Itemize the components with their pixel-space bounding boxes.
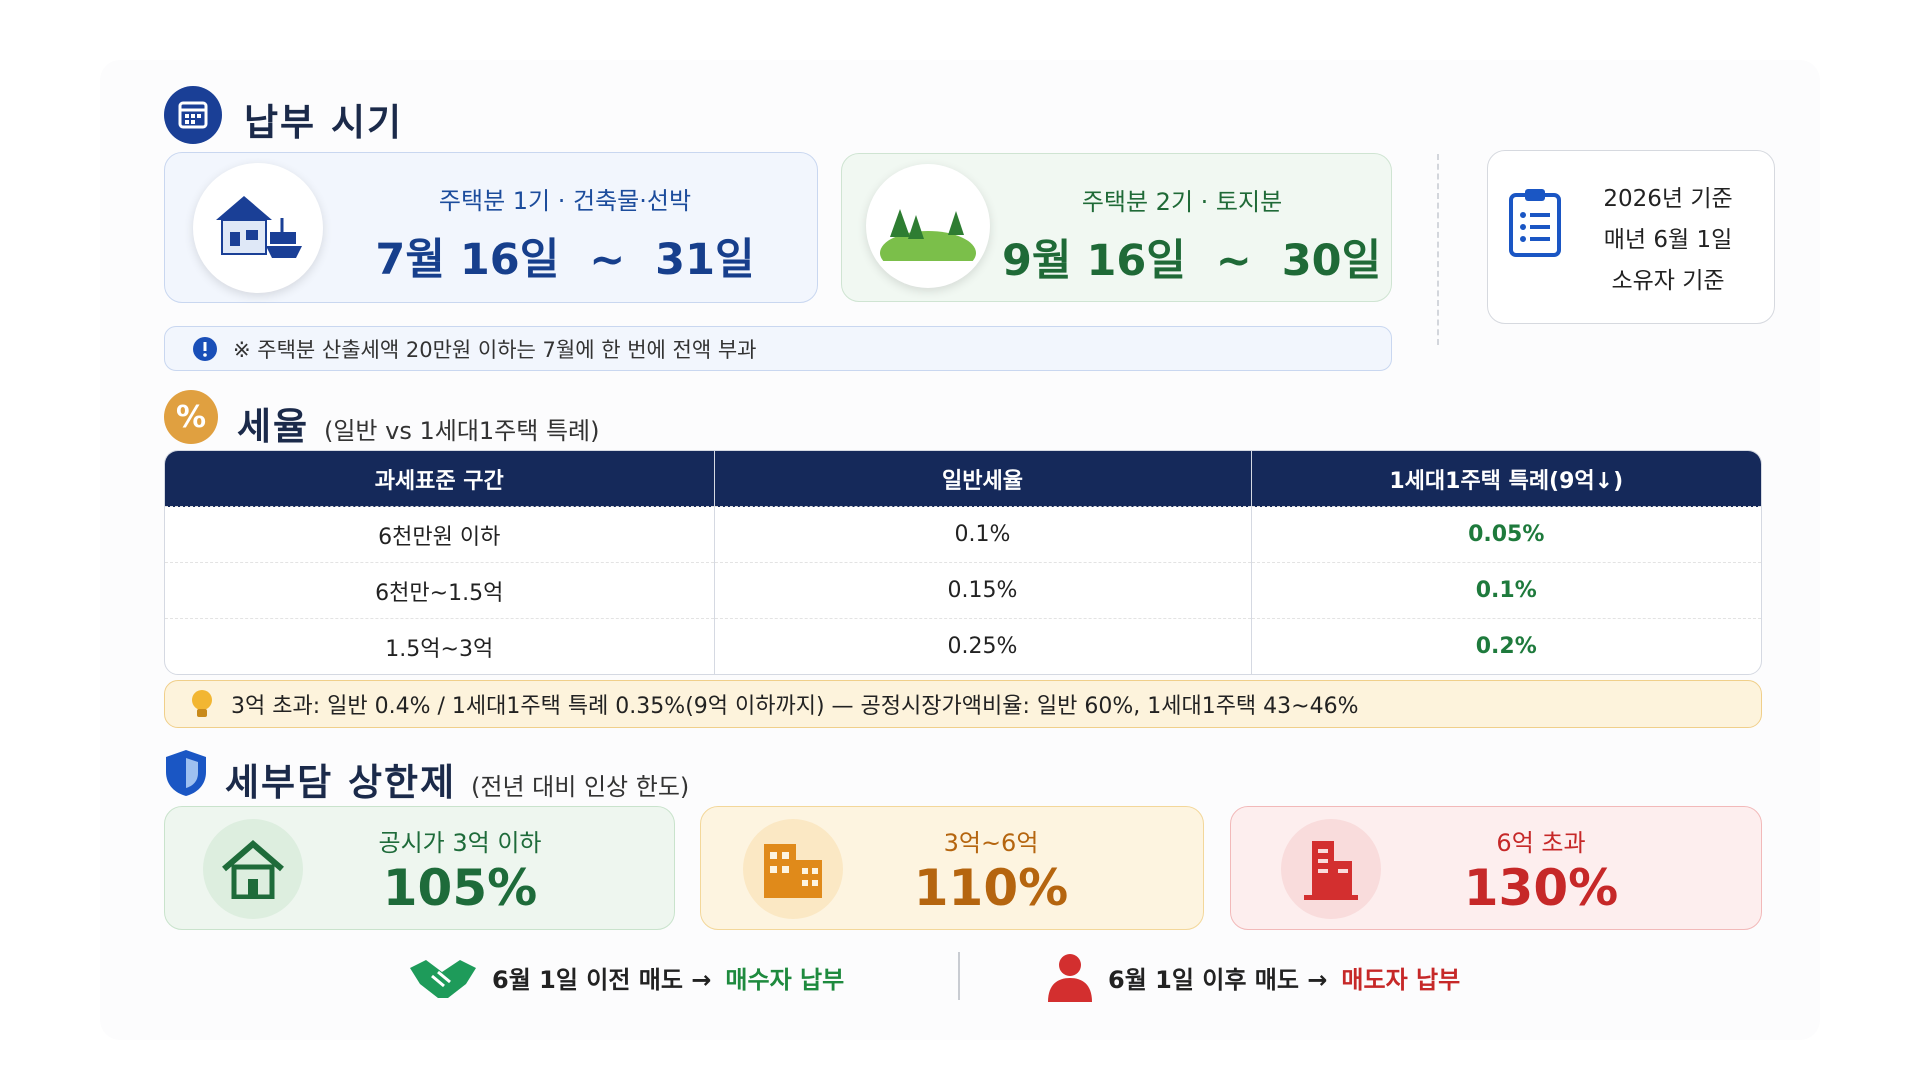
person-icon — [1048, 954, 1092, 1002]
subtitle: (전년 대비 인상 한도) — [471, 773, 690, 801]
cap-label: 6억 초과 — [1496, 829, 1586, 857]
note-bar: ※ 주택분 산출세액 20만원 이하는 7월에 한 번에 전액 부과 — [164, 326, 1392, 371]
icon-circle — [1281, 819, 1381, 919]
row: 1.5억~3억 0.25% 0.2% — [165, 618, 1761, 674]
tip-text: 3억 초과: 일반 0.4% / 1세대1주택 특례 0.35%(9억 이하까지… — [231, 694, 1359, 719]
cap-value: 110% — [913, 859, 1069, 917]
footer-text: 6월 1일 이후 매도 → — [1108, 965, 1328, 994]
card-label: 주택분 2기 · 토지분 — [1081, 188, 1283, 216]
info-icon — [193, 336, 217, 361]
title-text: 세부담 상한제 — [225, 761, 457, 804]
cell: 1.5억~3억 — [165, 618, 714, 674]
section-title: 세율 (일반 vs 1세대1주택 특례) — [237, 396, 599, 450]
cap-label: 3억~6억 — [943, 829, 1039, 857]
house-icon — [222, 840, 284, 899]
percent-icon: % — [164, 390, 218, 444]
header-cell: 과세표준 구간 — [165, 451, 714, 507]
header-cell: 일반세율 — [713, 451, 1251, 507]
title-text: 세율 — [237, 405, 310, 448]
card-label: 주택분 1기 · 건축물·선박 — [438, 187, 692, 215]
section-title: 세부담 상한제 (전년 대비 인상 한도) — [225, 752, 689, 806]
cell: 0.1% — [713, 506, 1251, 563]
shield-icon — [166, 750, 206, 796]
cell: 6천만~1.5억 — [165, 562, 714, 619]
cap-value: 130% — [1463, 859, 1619, 917]
cell: 0.1% — [1250, 562, 1761, 619]
cell: 0.05% — [1250, 506, 1761, 563]
basis-line: 매년 6월 1일 — [1603, 227, 1733, 253]
cell: 0.2% — [1250, 618, 1761, 674]
header-cell: 1세대1주택 특례(9억↓) — [1250, 451, 1761, 507]
cap-card: 공시가 3억 이하 105% — [164, 806, 675, 930]
header-row: 과세표준 구간 일반세율 1세대1주택 특례(9억↓) — [165, 451, 1761, 507]
rate-table: 과세표준 구간 일반세율 1세대1주택 특례(9억↓) 6천만원 이하 0.1% 0… — [164, 450, 1762, 675]
basis-text: 2026년 기준 매년 6월 1일 소유자 기준 — [1578, 179, 1758, 302]
svg-text:%: % — [176, 400, 206, 435]
footer-highlight: 매도자 납부 — [1341, 965, 1461, 994]
footer-item: 6월 1일 이후 매도 → 매도자 납부 — [1046, 952, 1460, 1002]
cell: 6천만원 이하 — [165, 506, 714, 563]
icon-circle — [866, 164, 990, 288]
note-text: ※ 주택분 산출세액 20만원 이하는 7월에 한 번에 전액 부과 — [233, 337, 757, 362]
period-card: 주택분 2기 · 토지분 9월 16일 ~ 30일 — [841, 153, 1392, 302]
building-icon — [764, 844, 822, 898]
period-card: 주택분 1기 · 건축물·선박 7월 16일 ~ 31일 — [164, 152, 818, 303]
landscape-icon — [880, 209, 976, 261]
row: 6천만~1.5억 0.15% 0.1% — [165, 562, 1761, 619]
cap-card: 3억~6억 110% — [700, 806, 1204, 930]
basis-line: 2026년 기준 — [1603, 186, 1733, 212]
footer-text: 6월 1일 이전 매도 → — [492, 965, 712, 994]
cell: 0.15% — [713, 562, 1251, 619]
basis-line: 소유자 기준 — [1611, 268, 1725, 294]
divider — [958, 952, 960, 1000]
tower-icon — [1304, 841, 1358, 900]
handshake-icon — [410, 960, 476, 998]
calendar-icon — [164, 86, 222, 144]
row: 6천만원 이하 0.1% 0.05% — [165, 506, 1761, 563]
subtitle: (일반 vs 1세대1주택 특례) — [323, 417, 600, 445]
section-title: 납부 시기 — [244, 101, 404, 144]
icon-circle — [193, 163, 323, 293]
cell: 0.25% — [713, 618, 1251, 674]
footer-item: 6월 1일 이전 매도 → 매수자 납부 — [408, 954, 844, 1000]
tip-bar: 3억 초과: 일반 0.4% / 1세대1주택 특례 0.35%(9억 이하까지… — [164, 680, 1762, 728]
card-period: 7월 16일 ~ 31일 — [375, 235, 755, 285]
cap-value: 105% — [382, 859, 538, 917]
bulb-icon — [192, 690, 212, 717]
icon-circle — [743, 819, 843, 919]
cap-card: 6억 초과 130% — [1230, 806, 1762, 930]
footer-highlight: 매수자 납부 — [725, 965, 845, 994]
table: 과세표준 구간 일반세율 1세대1주택 특례(9억↓) 6천만원 이하 0.1% 0… — [165, 451, 1761, 674]
card-period: 9월 16일 ~ 30일 — [1002, 236, 1382, 286]
cap-label: 공시가 3억 이하 — [378, 829, 542, 857]
icon-circle — [203, 819, 303, 919]
basis-card: 2026년 기준 매년 6월 1일 소유자 기준 — [1487, 150, 1775, 324]
divider — [1437, 154, 1439, 345]
house-ship-icon — [216, 196, 302, 258]
clipboard-icon — [1509, 189, 1561, 257]
